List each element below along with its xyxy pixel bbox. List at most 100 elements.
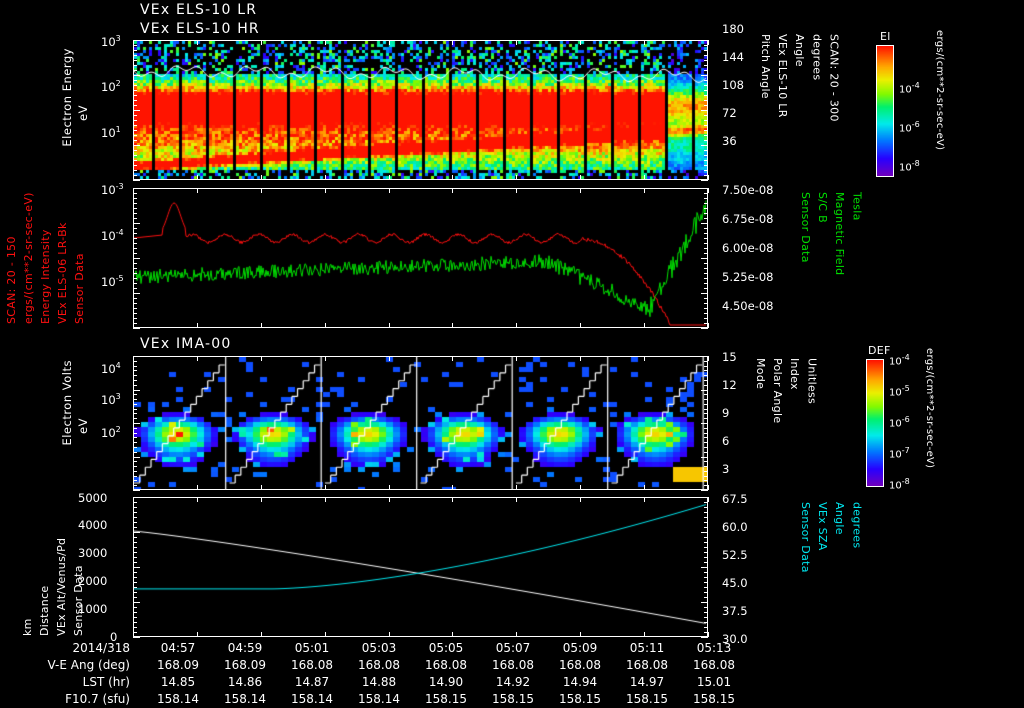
panel2-ytick-mark bbox=[133, 283, 137, 284]
panel3-r-line-3: Unitless bbox=[805, 358, 819, 405]
panel3-xtick bbox=[197, 485, 198, 490]
panel1-ytick-mark bbox=[133, 175, 137, 176]
panel3-ytick-mark bbox=[133, 370, 137, 371]
panel1-xtick bbox=[516, 175, 517, 180]
footer-ve-ang-8: 168.08 bbox=[693, 658, 735, 672]
panel1-ytick-mark bbox=[704, 160, 708, 161]
panel4-xtick bbox=[644, 497, 645, 502]
panel3-ytick-mark bbox=[133, 433, 137, 434]
panel3-colorbar[interactable] bbox=[866, 359, 884, 487]
panel1-ytick-mark bbox=[704, 85, 708, 86]
panel4-xtick bbox=[708, 632, 709, 637]
panel1-ytick-mark bbox=[133, 135, 137, 136]
panel1-ytick-mark bbox=[133, 150, 137, 151]
panel1-ytick-mark bbox=[133, 105, 137, 106]
panel3-ytick-mark bbox=[133, 385, 137, 386]
panel4-ytick-mark bbox=[133, 517, 137, 518]
footer-ve-ang-4: 168.08 bbox=[425, 658, 467, 672]
panel1-xtick bbox=[389, 40, 390, 45]
panel4-y2tick-3: 45.0 bbox=[722, 576, 748, 590]
panel4-l-line-2: Distance bbox=[38, 585, 52, 637]
panel1-y2tick-72: 72 bbox=[722, 106, 737, 120]
panel4-xtick bbox=[197, 497, 198, 502]
panel2-r-line-0: Sensor Data bbox=[799, 192, 812, 263]
panel1-xtick bbox=[452, 175, 453, 180]
panel2-plot-frame[interactable] bbox=[133, 188, 708, 328]
panel1-colorbar[interactable] bbox=[876, 45, 894, 177]
panel3-cb-tick-3: 10-7 bbox=[889, 446, 910, 461]
panel3-plot-frame[interactable] bbox=[133, 356, 708, 490]
panel1-xtick bbox=[644, 40, 645, 45]
panel3-ytick-mark bbox=[701, 390, 708, 391]
panel4-ytick-mark bbox=[133, 497, 140, 498]
panel3-xtick bbox=[580, 485, 581, 490]
panel3-ytick-mark bbox=[133, 404, 137, 405]
panel3-ytick-mark bbox=[133, 476, 137, 477]
panel4-plot-frame[interactable] bbox=[133, 497, 708, 637]
panel3-xtick bbox=[452, 356, 453, 361]
panel1-ytick-mark bbox=[704, 65, 708, 66]
panel3-ytick-mark bbox=[133, 409, 137, 410]
panel2-l-line-2: Energy Intensity bbox=[39, 229, 53, 324]
panel1-plot-frame[interactable] bbox=[133, 40, 708, 180]
panel2-ytick-mark bbox=[133, 278, 137, 279]
panel2-ytick-mark bbox=[133, 298, 137, 299]
panel3-r-line-0: Mode bbox=[754, 358, 767, 390]
panel3-ytick-mark bbox=[701, 356, 708, 357]
panel3-ytick-mark bbox=[133, 452, 137, 453]
panel1-ytick-mark bbox=[704, 165, 708, 166]
panel3-ytick-mark bbox=[133, 356, 140, 357]
panel1-ytick-3: 103 bbox=[101, 34, 121, 49]
panel3-ytick-mark bbox=[704, 471, 708, 472]
panel3-y2tick-15: 15 bbox=[722, 350, 737, 364]
panel1-y2tick-144: 144 bbox=[722, 50, 744, 64]
panel1-ytick-mark bbox=[133, 90, 137, 91]
panel2-ytick-mark bbox=[133, 198, 137, 199]
panel2-r-line-3: Tesla bbox=[850, 192, 864, 221]
panel3-y2tick-6: 6 bbox=[722, 434, 730, 448]
panel4-xtick bbox=[261, 497, 262, 502]
panel1-ytick-mark bbox=[701, 75, 708, 76]
panel1-xtick bbox=[708, 175, 709, 180]
panel2-xtick bbox=[708, 188, 709, 193]
panel1-cb-tick-1: 10-6 bbox=[899, 120, 920, 135]
panel1-ytick-mark bbox=[133, 100, 137, 101]
panel3-xtick bbox=[261, 485, 262, 490]
panel3-ytick-mark bbox=[704, 442, 708, 443]
panel2-xtick bbox=[516, 188, 517, 193]
panel2-r-line-2: Magnetic Field bbox=[833, 192, 847, 276]
panel2-ytick-mark bbox=[133, 238, 137, 239]
panel1-ytick-mark bbox=[704, 135, 708, 136]
panel4-ytick-mark bbox=[704, 572, 708, 573]
panel1-xtick bbox=[389, 175, 390, 180]
panel4-ytick-mark bbox=[704, 557, 708, 558]
panel4-ytick-1000: 1000 bbox=[78, 602, 108, 616]
panel3-ytick-mark bbox=[704, 404, 708, 405]
panel4-ytick-2000: 2000 bbox=[78, 574, 108, 588]
panel4-xtick bbox=[580, 497, 581, 502]
panel1-ytick-mark bbox=[704, 130, 708, 131]
panel1-ytick-mark bbox=[704, 45, 708, 46]
panel1-right-axis-labels: Pitch Angle VEx ELS-10 LR Angle degrees … bbox=[759, 34, 840, 184]
panel4-r-line-2: Angle bbox=[833, 502, 847, 535]
panel2-ytick-mark bbox=[704, 303, 708, 304]
footer-f107-6: 158.15 bbox=[559, 692, 601, 706]
panel1-ytick-mark bbox=[704, 90, 708, 91]
panel4-ytick-mark bbox=[133, 542, 137, 543]
panel4-r-line-3: degrees bbox=[850, 502, 864, 549]
panel4-ytick-mark bbox=[133, 567, 140, 568]
panel1-ytick-mark bbox=[133, 65, 137, 66]
panel4-ytick-mark bbox=[133, 612, 137, 613]
footer-time-7: 05:11 bbox=[629, 641, 665, 655]
panel4-r-line-1: VEx SZA bbox=[816, 502, 830, 551]
panel1-title-lr: VEx ELS-10 LR bbox=[140, 2, 258, 18]
footer-time-1: 04:59 bbox=[227, 641, 263, 655]
panel4-ytick-mark bbox=[133, 617, 137, 618]
panel2-xtick bbox=[389, 188, 390, 193]
panel4-ytick-mark bbox=[704, 562, 708, 563]
panel2-ytick-mark bbox=[133, 218, 137, 219]
panel1-ytick-mark bbox=[701, 40, 708, 41]
footer-f107-2: 158.14 bbox=[291, 692, 333, 706]
panel2-l-line-3: ergs/(cm**2-sr-sec-eV) bbox=[22, 192, 36, 324]
panel1-r-line-3: degrees bbox=[810, 34, 824, 81]
